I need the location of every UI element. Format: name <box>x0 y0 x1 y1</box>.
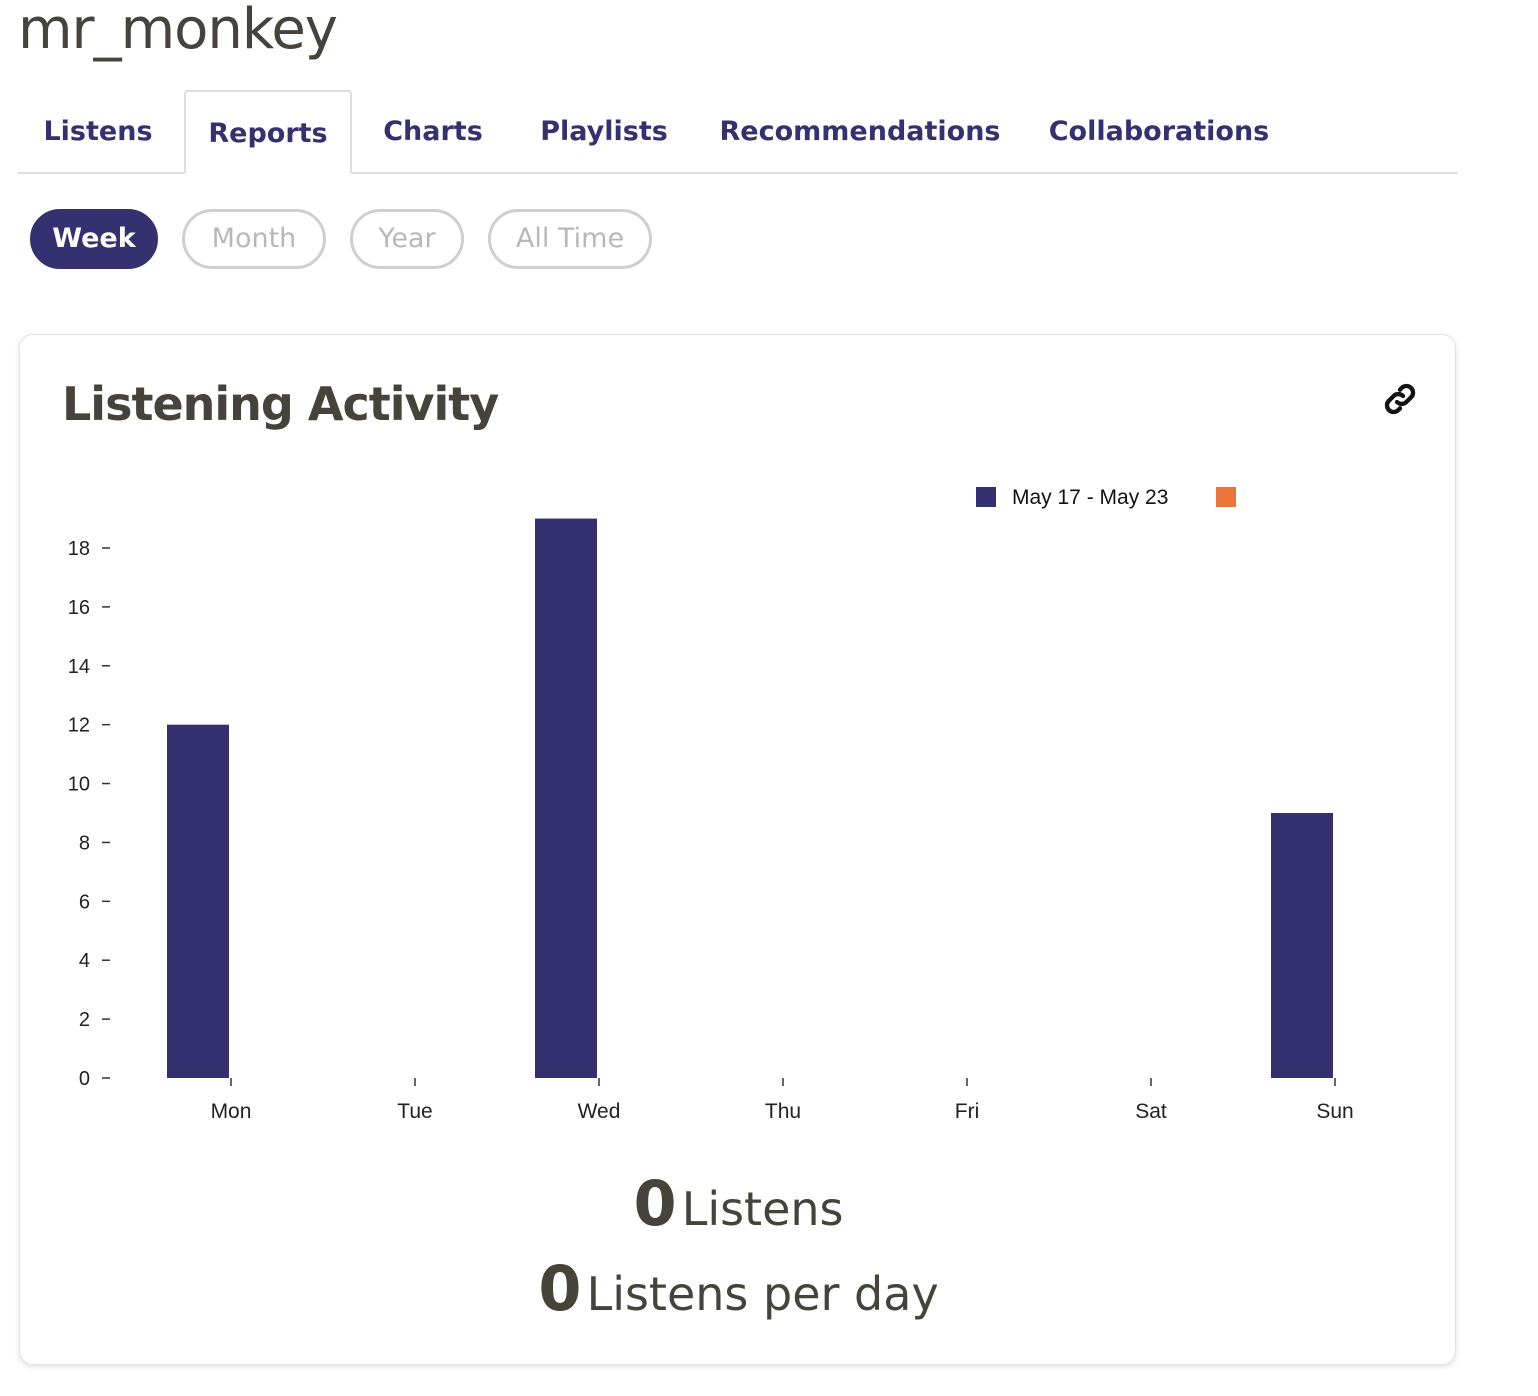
total-listens-stat: 0 Listens <box>20 1167 1457 1240</box>
legend-swatch-previous <box>1216 487 1236 507</box>
y-tick-label: 10 <box>68 774 90 796</box>
tab-listens[interactable]: Listens <box>43 116 153 147</box>
range-all-time-button[interactable]: All Time <box>488 209 652 269</box>
y-tick-label: 14 <box>68 656 90 678</box>
link-icon[interactable] <box>1380 379 1420 419</box>
y-tick-label: 18 <box>68 538 90 560</box>
total-listens-label: Listens <box>681 1182 844 1236</box>
tab-charts[interactable]: Charts <box>383 116 483 147</box>
profile-tabs: Listens Reports Charts Playlists Recomme… <box>18 90 1458 174</box>
x-tick-label: Tue <box>397 1100 432 1123</box>
y-tick-label: 2 <box>79 1009 90 1031</box>
x-tick-label: Wed <box>578 1100 621 1123</box>
y-tick-label: 16 <box>68 597 90 619</box>
legend-label-current: May 17 - May 23 <box>1012 486 1168 509</box>
tab-recommendations[interactable]: Recommendations <box>719 116 1001 147</box>
card-title: Listening Activity <box>62 377 499 431</box>
y-tick-label: 4 <box>79 950 90 972</box>
range-year-button[interactable]: Year <box>350 209 464 269</box>
tab-reports[interactable]: Reports <box>184 90 352 174</box>
range-month-button[interactable]: Month <box>182 209 326 269</box>
listens-per-day-count: 0 <box>538 1252 582 1325</box>
username: mr_monkey <box>18 0 338 62</box>
total-listens-count: 0 <box>633 1167 677 1240</box>
y-tick-label: 0 <box>79 1068 90 1090</box>
bar-mon <box>167 724 229 1078</box>
bar-sun <box>1271 813 1333 1078</box>
listens-per-day-stat: 0 Listens per day <box>20 1252 1457 1325</box>
y-tick-label: 12 <box>68 715 90 737</box>
listens-per-day-label: Listens per day <box>586 1267 939 1321</box>
legend-swatch-current <box>976 487 996 507</box>
listening-activity-chart: 0 2 4 6 8 10 12 14 16 18 Mon Tue Wed Thu Fri Sat Sun May … <box>68 486 1354 1123</box>
x-tick-label: Sat <box>1135 1100 1167 1123</box>
y-tick-label: 6 <box>79 891 90 913</box>
tab-playlists[interactable]: Playlists <box>540 116 668 147</box>
listening-activity-card: Listening Activity 0 2 4 6 8 10 12 14 16 18 Mon Tue… <box>19 334 1456 1365</box>
x-tick-label: Fri <box>955 1100 980 1123</box>
bar-wed <box>535 518 597 1078</box>
tab-collaborations[interactable]: Collaborations <box>1048 116 1270 147</box>
range-week-button[interactable]: Week <box>30 209 158 269</box>
x-tick-label: Thu <box>765 1100 801 1123</box>
y-tick-label: 8 <box>79 832 90 854</box>
x-tick-label: Mon <box>211 1100 252 1123</box>
x-tick-label: Sun <box>1316 1100 1353 1123</box>
